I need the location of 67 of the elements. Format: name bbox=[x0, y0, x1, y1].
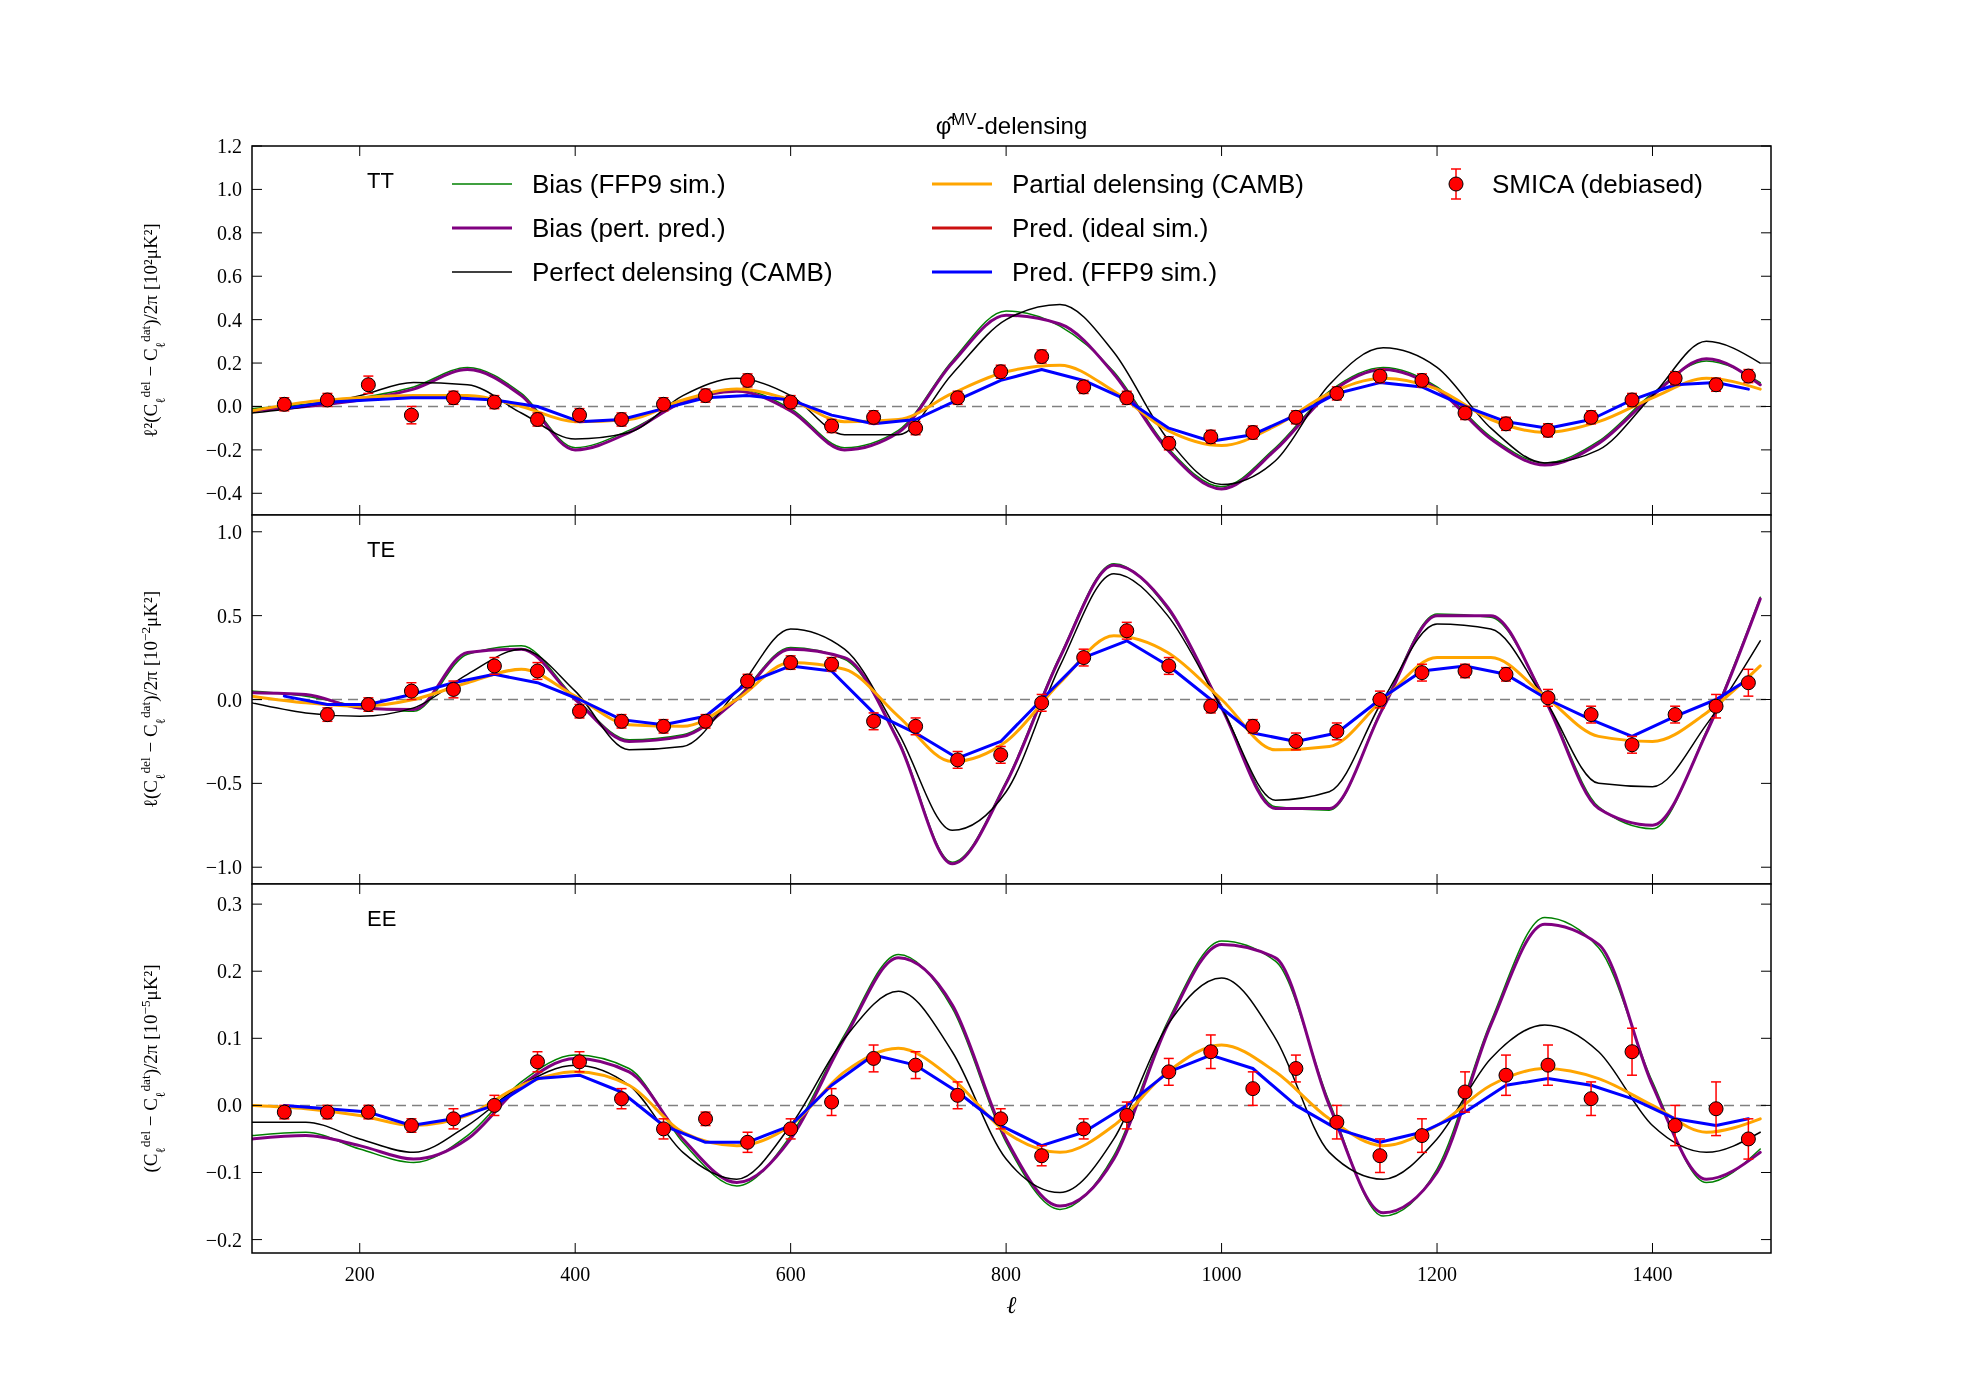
x-axis-title: ℓ bbox=[1006, 1292, 1017, 1318]
x-tick-label: 600 bbox=[775, 1263, 806, 1285]
y-tick-label: 0.2 bbox=[217, 960, 242, 983]
y-tick-label: 0.2 bbox=[217, 352, 242, 375]
legend-label: SMICA (debiased) bbox=[1492, 169, 1703, 199]
x-tick-label: 400 bbox=[560, 1263, 591, 1285]
y-tick-label: 0.0 bbox=[217, 1094, 242, 1117]
point bbox=[1498, 1067, 1514, 1083]
point bbox=[1667, 1118, 1683, 1134]
x-tick-label: 200 bbox=[344, 1263, 375, 1285]
y-tick-label: 0.0 bbox=[217, 688, 242, 711]
x-tick-label: 800 bbox=[991, 1263, 1022, 1285]
point bbox=[1034, 1148, 1050, 1164]
y-tick-label: −0.4 bbox=[205, 482, 242, 505]
y-tick-label: −0.2 bbox=[205, 1228, 242, 1251]
y-tick-label: 0.3 bbox=[217, 893, 242, 916]
y-tick-label: −0.5 bbox=[205, 772, 242, 795]
point bbox=[866, 1050, 882, 1066]
point bbox=[1161, 1064, 1177, 1080]
point bbox=[1583, 1091, 1599, 1107]
point bbox=[1329, 1114, 1345, 1130]
chart-title: φ̂$^{MV}$-delensing bbox=[935, 109, 1088, 139]
point bbox=[572, 1054, 587, 1070]
point bbox=[1740, 675, 1756, 691]
point bbox=[1414, 1128, 1430, 1144]
point bbox=[1740, 1131, 1756, 1147]
y-tick-label: 0.6 bbox=[217, 265, 242, 288]
point bbox=[1245, 1081, 1261, 1097]
point bbox=[950, 1087, 966, 1103]
point bbox=[908, 1057, 924, 1073]
y-tick-label: 1.0 bbox=[217, 520, 242, 543]
y-tick-label: 0.5 bbox=[217, 604, 242, 627]
point bbox=[1540, 1057, 1556, 1073]
point bbox=[1372, 1148, 1388, 1164]
point bbox=[824, 1094, 840, 1110]
point bbox=[1624, 1044, 1640, 1060]
annotation: TT bbox=[367, 168, 394, 193]
y-tick-label: −1.0 bbox=[205, 856, 242, 879]
x-tick-label: 1400 bbox=[1632, 1263, 1673, 1285]
y-tick-label: −0.2 bbox=[205, 438, 242, 461]
point bbox=[486, 1097, 502, 1113]
legend-label: Pred. (FFP9 sim.) bbox=[1012, 257, 1218, 287]
point bbox=[740, 1134, 756, 1150]
legend-label: Pred. (ideal sim.) bbox=[1012, 213, 1209, 243]
y-tick-label: 1.2 bbox=[217, 135, 242, 157]
point bbox=[1203, 1044, 1219, 1060]
legend-label: Bias (FFP9 sim.) bbox=[532, 169, 726, 199]
y-tick-label: 0.4 bbox=[217, 308, 242, 331]
point bbox=[1708, 698, 1724, 714]
legend-label: Partial delensing (CAMB) bbox=[1012, 169, 1304, 199]
annotation: EE bbox=[367, 906, 397, 931]
point bbox=[1708, 1101, 1724, 1117]
y-tick-label: 0.0 bbox=[217, 395, 242, 418]
x-tick-label: 1000 bbox=[1201, 1263, 1242, 1285]
point bbox=[1457, 1084, 1473, 1100]
point bbox=[614, 1091, 630, 1107]
y-tick-label: −0.1 bbox=[205, 1161, 242, 1184]
legend-label: Bias (pert. pred.) bbox=[532, 213, 726, 243]
point bbox=[1288, 1061, 1304, 1076]
y-tick-label: 0.8 bbox=[217, 221, 242, 244]
y-tick-label: 0.1 bbox=[217, 1027, 242, 1050]
y-tick-label: 1.0 bbox=[217, 178, 242, 201]
x-tick-label: 1200 bbox=[1417, 1263, 1458, 1285]
point bbox=[1119, 1107, 1135, 1123]
legend-label: Perfect delensing (CAMB) bbox=[532, 257, 833, 287]
annotation: TE bbox=[367, 537, 396, 562]
point bbox=[529, 1054, 545, 1070]
